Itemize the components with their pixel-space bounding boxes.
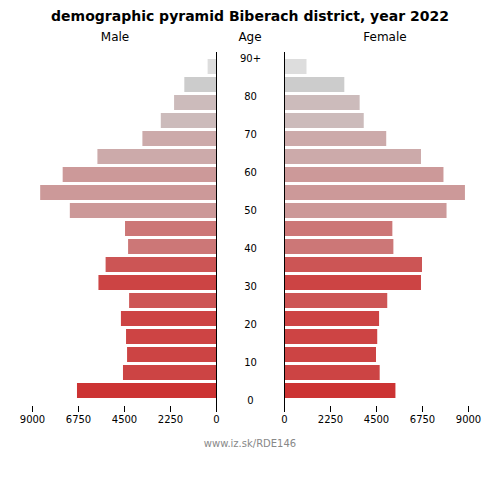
svg-text:9000: 9000 (456, 414, 481, 425)
svg-text:20: 20 (244, 319, 257, 330)
svg-text:0: 0 (281, 414, 287, 425)
svg-text:60: 60 (244, 167, 257, 178)
svg-text:80: 80 (244, 91, 257, 102)
svg-text:0: 0 (213, 414, 219, 425)
html-text:www.iz.sk/RDE146: www.iz.sk/RDE146 (203, 438, 297, 449)
svg-text:6750: 6750 (410, 414, 435, 425)
html-text:Female: Female (363, 30, 407, 44)
html-text:Age: Age (238, 30, 262, 44)
svg-text:2250: 2250 (318, 414, 343, 425)
svg-text:40: 40 (244, 243, 257, 254)
svg-text:0: 0 (247, 395, 253, 406)
html-text:demographic pyramid Biberach d: demographic pyramid Biberach district, y… (51, 8, 449, 24)
html-text:Male: Male (100, 30, 130, 44)
svg-text:30: 30 (244, 281, 257, 292)
svg-text:4500: 4500 (112, 414, 137, 425)
svg-text:6750: 6750 (66, 414, 91, 425)
svg-text:9000: 9000 (20, 414, 45, 425)
svg-text:50: 50 (244, 205, 257, 216)
svg-text:10: 10 (244, 357, 257, 368)
svg-text:90+: 90+ (240, 53, 261, 64)
svg-text:2250: 2250 (158, 414, 183, 425)
svg-text:70: 70 (244, 129, 257, 140)
svg-text:4500: 4500 (364, 414, 389, 425)
